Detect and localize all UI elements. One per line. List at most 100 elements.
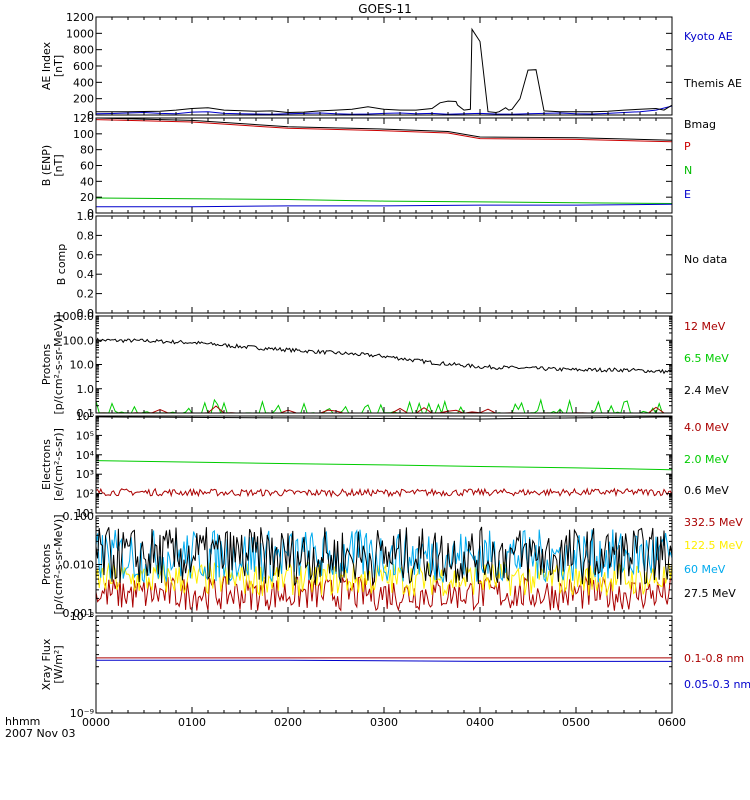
legend-entry: 2.4 MeV [684,384,729,397]
legend-entry: 12 MeV [684,320,726,333]
panel-ae: 0 200 400 600 800 1000 1200 AE Index [nT] Kyoto A… [40,11,742,122]
legend-entry: 4.0 MeV [684,421,729,434]
y-axis-label: B comp [55,244,68,286]
x-tick-label: 0300 [370,716,398,729]
series-line-bfield-p [96,119,672,143]
y-tick-label: 10³ [76,468,94,481]
series-line-bfield-bmag [96,118,672,141]
y-tick-label: 1000 [66,27,94,40]
y-tick-label: 40 [80,175,94,188]
y-tick-label: 0.010 [63,559,95,572]
series-line-electrons-2-0-mev [96,460,672,471]
y-tick-label: 600 [73,60,94,73]
legend-entry: 122.5 MeV [684,539,743,552]
y-tick-label: 0.001 [63,607,95,620]
panel-xray: 10⁻⁹ 10⁻⁸ Xray Flux [W/m²] 0.1-0.8 nm 0.05-0.… [40,610,750,720]
y-tick-label: 1200 [66,11,94,24]
y-axis-label: [nT] [52,154,65,176]
legend-entry: 0.05-0.3 nm [684,678,750,691]
y-tick-label: 0.6 [77,249,95,262]
y-tick-label: 800 [73,44,94,57]
panel-electrons: 10¹ 10² 10³ 10⁴ 10⁵ 10⁶ Electrons [e/(cm²-s-sr)… [40,410,729,520]
y-axis-label: [W/m²] [52,645,65,683]
legend-entry: 0.1-0.8 nm [684,652,744,665]
y-tick-label: 1000.0 [56,310,95,323]
y-tick-label: 0 [87,207,94,220]
series-group-xray [96,657,672,662]
panel-protons_low: 0.1 1.0 10.0 100.0 1000.0 Protons [p/(cm²-s-sr… [40,310,729,420]
legend-entry: 27.5 MeV [684,587,736,600]
x-tick-label: 0100 [178,716,206,729]
y-tick-label: 0.8 [77,229,95,242]
legend-entry: 60 MeV [684,563,726,576]
series-line-protons_high-60-mev [96,528,672,584]
y-axis-label: [e/(cm²-s-sr)] [52,428,65,501]
date-label: 2007 Nov 03 [5,727,75,740]
series-line-ae-themis-ae [96,27,672,114]
y-tick-label: 80 [80,144,94,157]
y-tick-label: 10² [76,488,94,501]
y-tick-label: 100.0 [63,334,95,347]
y-tick-label: 200 [73,93,94,106]
series-group-protons_low [96,337,672,413]
y-tick-label: 10¹ [76,507,94,520]
legend-entry: 0.6 MeV [684,484,729,497]
legend-entry: Bmag [684,118,716,131]
series-line-bfield-n [96,197,672,204]
legend-entry: Themis AE [683,77,742,90]
x-tick-label: 0600 [658,716,686,729]
y-tick-label: 0.0 [77,307,95,320]
legend-entry: No data [684,253,727,266]
series-line-electrons-4-0-mev [96,487,672,498]
y-axis-label: Electrons [40,439,53,490]
panel-bcomp: 0.0 0.2 0.4 0.6 0.8 1.0 B comp No data [55,210,727,320]
series-group-protons_high [96,526,672,612]
panel-frame [95,16,673,116]
y-tick-label: 10⁵ [76,429,94,442]
legend-entry: N [684,164,692,177]
x-tick-label: 0200 [274,716,302,729]
y-tick-label: 100 [73,128,94,141]
y-tick-label: 0 [87,109,94,122]
series-line-xray-0-05-0-3-nm [96,659,672,662]
legend-entry: E [684,188,691,201]
series-line-bfield-e [96,203,672,208]
y-tick-label: 1.0 [77,383,95,396]
panel-protons_high: 0.001 0.010 0.100 Protons [p/(cm²-s-sr-MeV)]… [40,510,743,620]
panel-frame [95,515,673,614]
y-tick-label: 20 [80,191,94,204]
legend-entry: 2.0 MeV [684,453,729,466]
panel-frame [95,215,673,314]
time-axis-label: hhmm [5,715,40,728]
y-tick-label: 0.1 [77,407,95,420]
y-tick-label: 10.0 [70,359,95,372]
y-tick-label: 10⁻⁸ [70,610,95,623]
y-axis-label: AE Index [40,41,53,90]
y-tick-label: 60 [80,160,94,173]
y-tick-label: 120 [73,112,94,125]
y-axis-label: B (ENP) [40,145,53,186]
series-group-electrons [96,416,672,498]
y-axis-label: Protons [40,544,53,585]
y-axis-label: Protons [40,344,53,385]
chart-title: GOES-11 [358,2,412,16]
series-group-bfield [96,118,672,208]
panel-frame [95,315,673,414]
y-axis-label: [p/(cm²-s-sr-MeV)] [52,315,65,415]
legend-entry: Kyoto AE [684,30,733,43]
y-tick-label: 10⁻⁹ [70,707,94,720]
y-tick-label: 0.2 [77,288,95,301]
x-tick-label: 0400 [466,716,494,729]
y-tick-label: 0.100 [63,510,95,523]
panel-frame [95,615,673,714]
y-tick-label: 1.0 [77,210,95,223]
y-tick-label: 10⁴ [76,449,95,462]
x-tick-label: 0000 [82,716,110,729]
series-line-protons_high-27-5-mev [96,526,672,587]
y-axis-label: [p/(cm²-s-sr-MeV)] [52,515,65,615]
series-line-protons_low-2-4-mev [96,337,672,375]
legend-entry: 332.5 MeV [684,516,743,529]
x-tick-label: 0500 [562,716,590,729]
